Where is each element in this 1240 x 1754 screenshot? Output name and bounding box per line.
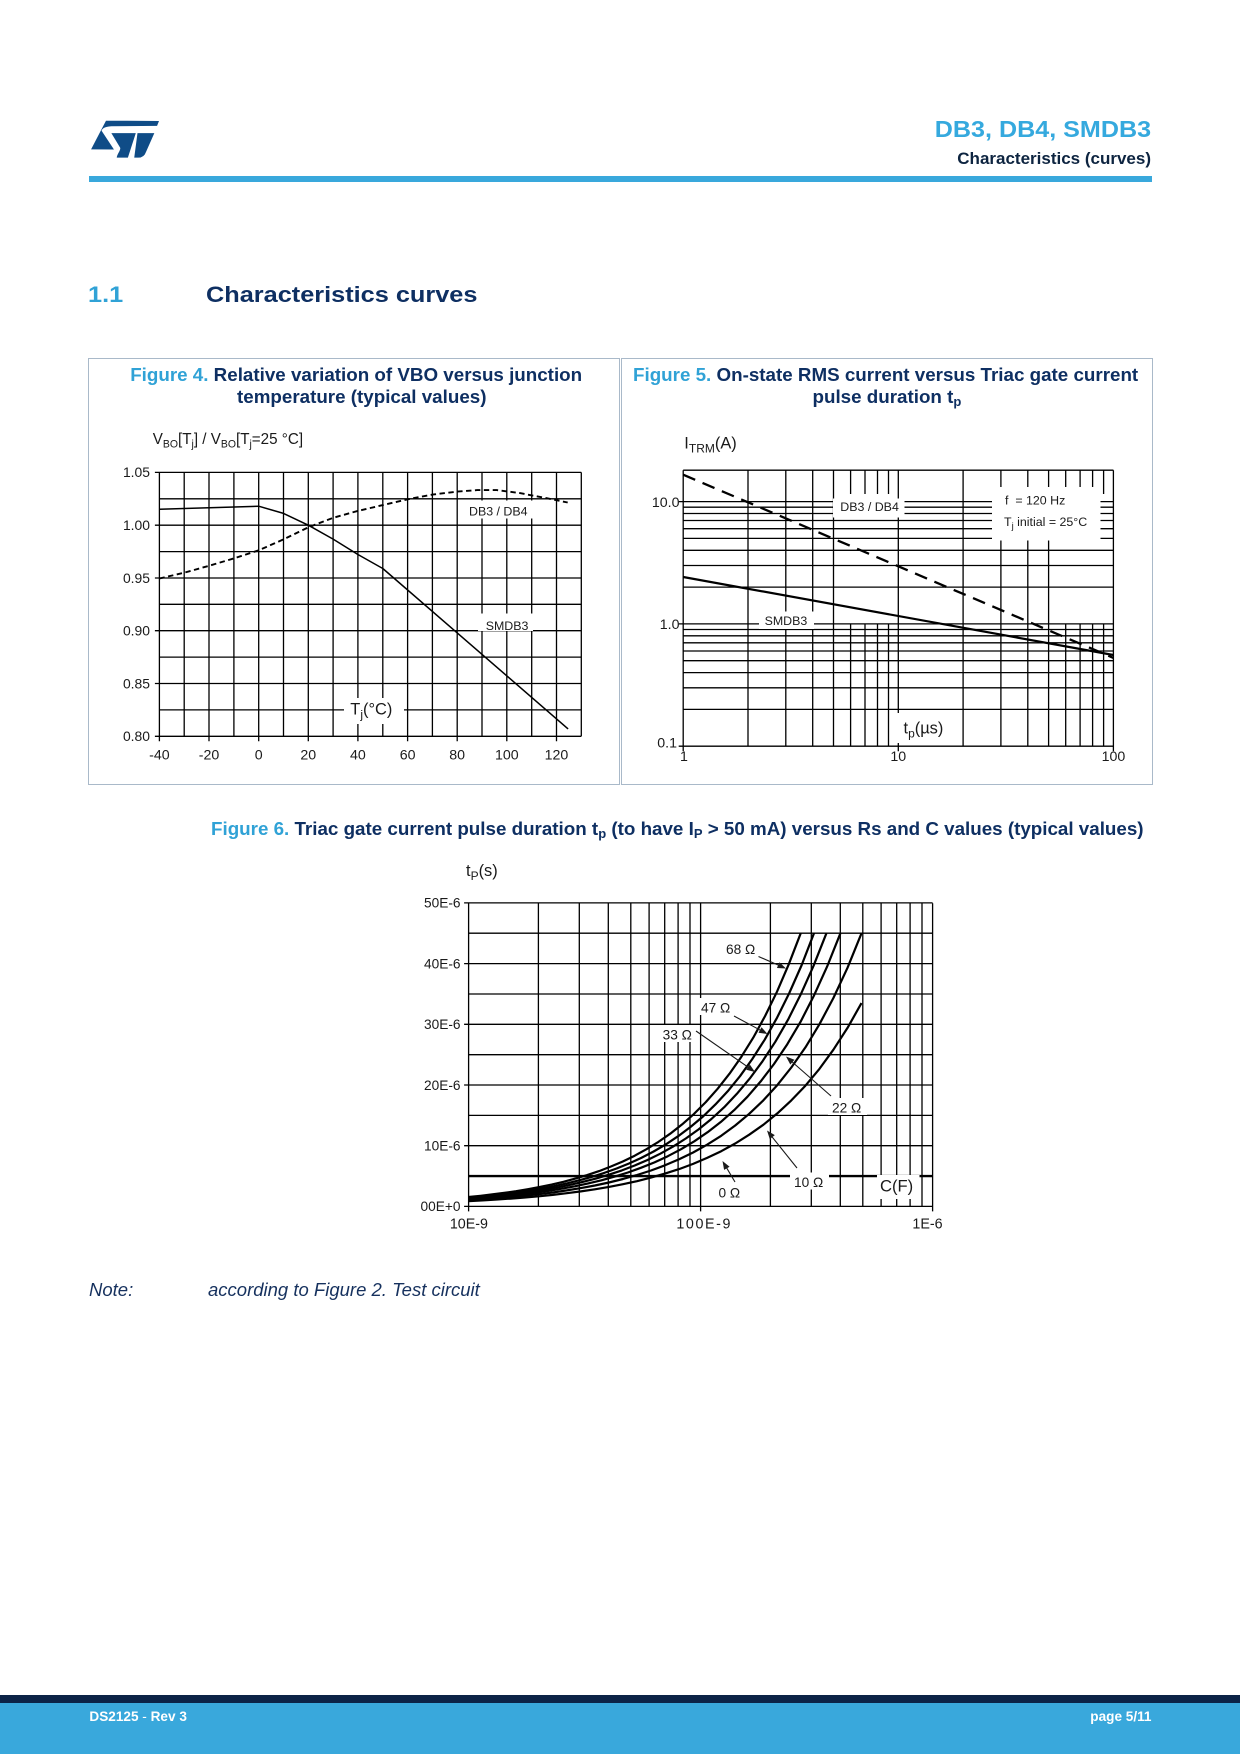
svg-text:22 Ω: 22 Ω	[832, 1101, 861, 1116]
svg-text:0.95: 0.95	[123, 570, 150, 586]
svg-text:0 Ω: 0 Ω	[719, 1186, 741, 1201]
svg-text:Tj initial = 25°C: Tj initial = 25°C	[1004, 515, 1087, 532]
svg-text:40: 40	[350, 747, 366, 763]
svg-text:0.90: 0.90	[123, 623, 150, 639]
svg-text:00E+0: 00E+0	[421, 1199, 461, 1214]
svg-text:100: 100	[495, 747, 519, 763]
svg-text:ITRM(A): ITRM(A)	[684, 435, 736, 456]
svg-text:10E-6: 10E-6	[424, 1139, 461, 1154]
svg-text:1: 1	[680, 749, 688, 765]
svg-text:VBO[Tj] / VBO[Tj=25 °C]: VBO[Tj] / VBO[Tj=25 °C]	[153, 431, 303, 451]
svg-text:1E-6: 1E-6	[912, 1217, 942, 1233]
svg-text:1.0: 1.0	[660, 617, 680, 633]
svg-text:-20: -20	[199, 747, 220, 763]
svg-text:50E-6: 50E-6	[424, 896, 461, 911]
svg-text:0.1: 0.1	[657, 735, 677, 751]
svg-text:DB3 / DB4: DB3 / DB4	[840, 500, 899, 514]
svg-text:20E-6: 20E-6	[424, 1078, 461, 1093]
svg-text:0.80: 0.80	[123, 728, 150, 744]
svg-text:20: 20	[300, 747, 316, 763]
svg-text:10: 10	[890, 749, 906, 765]
svg-text:Tj(°C): Tj(°C)	[350, 700, 392, 721]
svg-text:f = 120 Hz: f = 120 Hz	[1005, 494, 1065, 508]
svg-text:30E-6: 30E-6	[424, 1017, 461, 1032]
svg-text:tP(s): tP(s)	[466, 862, 498, 883]
svg-text:0: 0	[255, 747, 263, 763]
svg-text:SMDB3: SMDB3	[765, 614, 808, 628]
svg-text:120: 120	[545, 747, 569, 763]
svg-text:80: 80	[449, 747, 465, 763]
svg-text:-40: -40	[149, 747, 170, 763]
svg-text:10E-9: 10E-9	[450, 1217, 488, 1233]
svg-text:10 Ω: 10 Ω	[794, 1175, 823, 1190]
svg-text:1.05: 1.05	[123, 464, 150, 480]
svg-text:C(F): C(F)	[880, 1177, 913, 1196]
svg-text:100E-9: 100E-9	[676, 1217, 730, 1233]
svg-text:40E-6: 40E-6	[424, 956, 461, 971]
svg-text:100: 100	[1102, 749, 1126, 765]
svg-text:0.85: 0.85	[123, 675, 150, 691]
svg-text:DB3 / DB4: DB3 / DB4	[469, 504, 528, 518]
svg-text:33 Ω: 33 Ω	[663, 1028, 692, 1043]
svg-text:10.0: 10.0	[652, 495, 680, 511]
svg-text:47 Ω: 47 Ω	[701, 1001, 730, 1016]
svg-text:60: 60	[400, 747, 416, 763]
svg-text:68 Ω: 68 Ω	[726, 942, 755, 957]
svg-text:1.00: 1.00	[123, 517, 150, 533]
svg-text:SMDB3: SMDB3	[486, 619, 529, 633]
